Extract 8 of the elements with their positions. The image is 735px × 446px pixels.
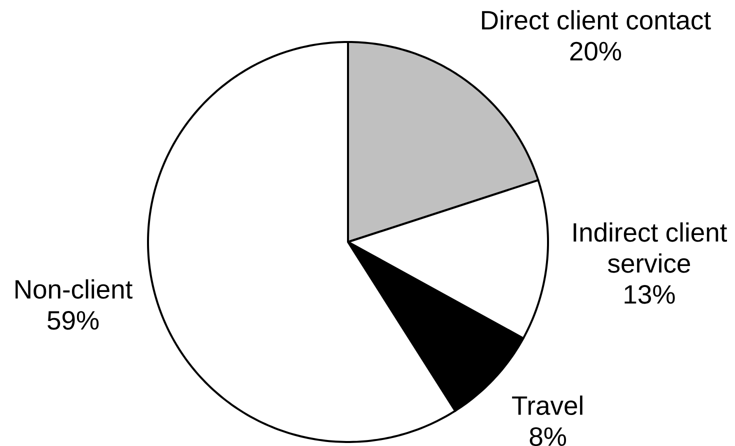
data-label: 13% xyxy=(624,285,675,304)
slice-label: Non-client xyxy=(16,279,132,299)
data-label: 8% xyxy=(530,427,566,446)
slice-label: Indirect client service xyxy=(574,222,727,273)
slice-label: Travel xyxy=(512,396,582,416)
data-label: 20% xyxy=(570,42,622,61)
data-label: 59% xyxy=(48,310,99,330)
slice-label: Direct client contact xyxy=(482,10,711,30)
